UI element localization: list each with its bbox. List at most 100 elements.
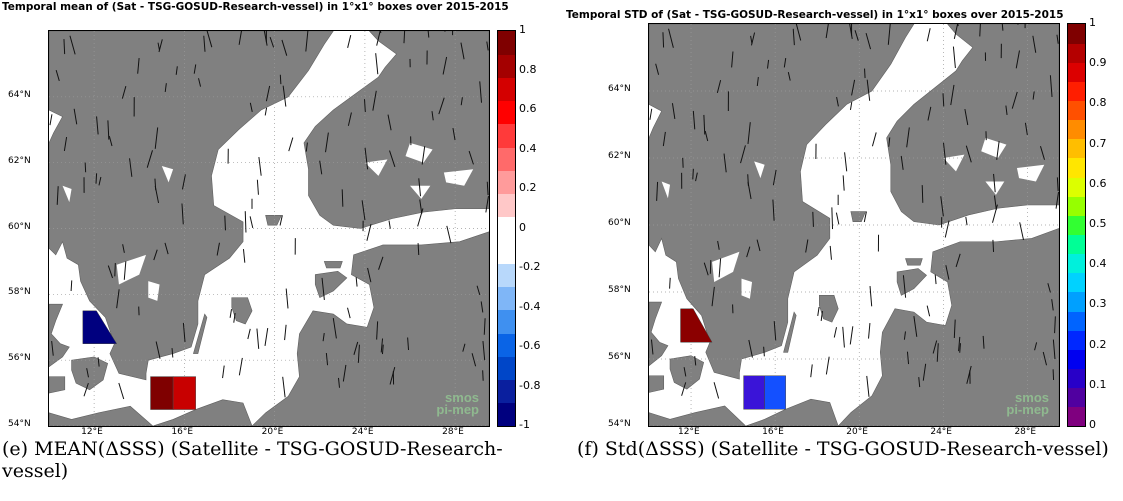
colorbar-segment	[1068, 43, 1085, 63]
colorbar-segment	[1068, 100, 1085, 121]
ship-track	[756, 77, 759, 87]
ship-track	[468, 150, 474, 165]
x-tick-label: 16°E	[762, 427, 784, 437]
ship-track	[86, 368, 89, 378]
land-polygon	[231, 297, 253, 325]
land-polygon	[850, 211, 867, 222]
ship-track	[851, 79, 856, 96]
ship-track	[746, 246, 751, 258]
ship-track	[740, 145, 746, 164]
ship-track	[379, 31, 382, 34]
data-cells	[680, 308, 786, 410]
x-tick-label: 12°E	[678, 427, 700, 437]
ship-track	[942, 93, 945, 107]
ship-track	[918, 377, 921, 388]
colorbar-segment	[498, 309, 515, 334]
ship-track	[668, 28, 674, 48]
ship-track	[966, 365, 972, 384]
colorbar-tick-label: -0.8	[519, 378, 541, 392]
ship-track	[98, 176, 102, 186]
ship-track	[203, 35, 206, 52]
ship-track	[322, 333, 325, 342]
colorbar-tick-label: 0.6	[1089, 176, 1107, 190]
ship-track	[1015, 50, 1020, 69]
ship-track	[238, 31, 242, 45]
ship-track	[1051, 299, 1054, 311]
ship-track	[269, 36, 275, 48]
ship-track	[419, 199, 423, 214]
ship-track	[869, 286, 873, 307]
ship-track	[460, 42, 465, 60]
ship-track	[921, 185, 924, 203]
colorbar-segment	[498, 356, 515, 381]
ship-track	[1039, 146, 1045, 160]
ship-track	[256, 179, 259, 195]
ship-track	[63, 136, 68, 152]
ship-track	[747, 181, 752, 200]
ship-track	[347, 112, 352, 126]
ship-track	[224, 215, 226, 231]
ship-track	[417, 208, 424, 227]
ship-track	[805, 239, 809, 253]
colorbar-segment	[1068, 406, 1085, 427]
ship-track	[864, 68, 866, 79]
ship-track	[321, 277, 325, 300]
ship-track	[756, 239, 761, 252]
ship-track	[812, 211, 814, 227]
ship-track	[906, 127, 910, 148]
ship-track	[376, 321, 379, 340]
colorbar-segment	[1068, 387, 1085, 408]
ship-track	[249, 216, 254, 229]
ship-track	[900, 155, 904, 170]
ship-track	[96, 116, 99, 135]
y-tick-label: 62°N	[608, 151, 631, 161]
ship-track	[342, 364, 347, 382]
ship-track	[1032, 91, 1035, 100]
ship-track	[418, 178, 422, 197]
ship-track	[421, 146, 426, 165]
colorbar-segment	[498, 193, 515, 218]
ship-track	[662, 131, 666, 147]
ship-track	[982, 335, 985, 349]
ship-track	[49, 114, 53, 126]
ship-track	[403, 31, 406, 44]
ship-track	[767, 59, 770, 69]
ship-track	[958, 336, 961, 352]
ship-track	[783, 57, 787, 68]
colorbar-segment	[1068, 330, 1085, 350]
ship-track	[155, 341, 161, 359]
land-polygon	[649, 301, 669, 367]
map-svg	[49, 31, 489, 426]
ship-track	[222, 365, 225, 379]
ship-track	[703, 262, 709, 276]
land-polygon	[896, 268, 927, 296]
ship-track	[129, 158, 133, 177]
land-polygon	[49, 303, 70, 368]
chart-title: Temporal STD of (Sat - TSG-GOSUD-Researc…	[566, 9, 1064, 21]
lake-polygon	[981, 137, 1007, 158]
ship-track	[485, 196, 489, 213]
ship-track	[831, 207, 834, 230]
land-polygon	[303, 31, 489, 229]
smos-pimep-logo: smos pi-mep	[436, 391, 479, 416]
colorbar-tick-label: 0	[1089, 418, 1096, 431]
ship-track	[964, 108, 969, 126]
x-tick-label: 24°E	[930, 427, 952, 437]
ship-track	[953, 24, 959, 39]
lake-polygon	[943, 154, 965, 172]
land-polygon	[649, 375, 665, 393]
land-polygon	[71, 356, 109, 391]
x-tick-label: 28°E	[1014, 427, 1037, 437]
map-plot-area: smos pi-mep	[648, 23, 1060, 427]
y-tick-label: 56°N	[8, 353, 31, 364]
data-cell	[764, 375, 786, 410]
lake-polygon	[1016, 164, 1045, 182]
ship-track	[216, 242, 220, 256]
ship-track	[284, 324, 287, 341]
ship-track	[193, 64, 197, 74]
mean-panel: Temporal mean of (Sat - TSG-GOSUD-Resear…	[0, 0, 560, 501]
ship-track	[446, 225, 452, 244]
ship-track	[692, 168, 694, 180]
ship-track	[902, 275, 907, 298]
ship-track	[462, 343, 466, 352]
